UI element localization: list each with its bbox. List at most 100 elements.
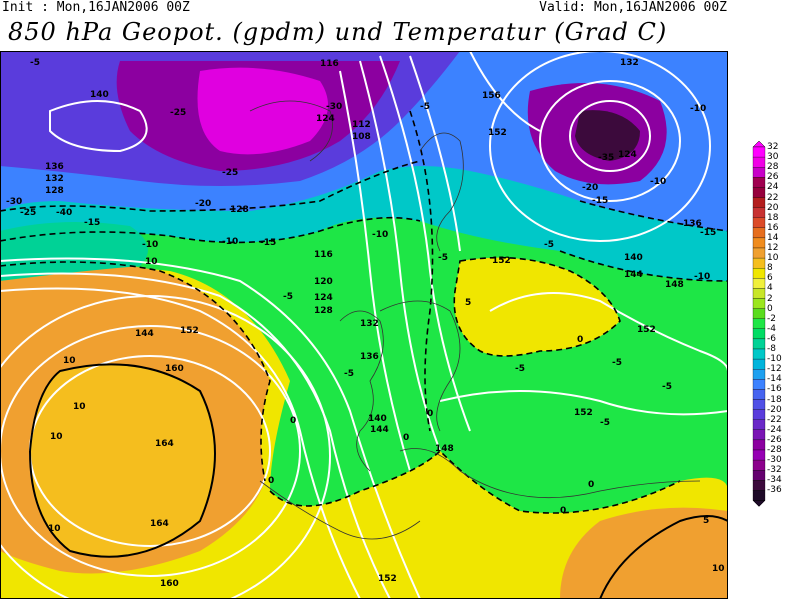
contour-labels: 140 136 132 128 144 164 164 160 160 152 … <box>6 58 725 589</box>
coastline <box>419 132 464 252</box>
geopotential-contour <box>0 325 301 577</box>
colorbar-swatch <box>752 217 766 228</box>
colorbar-swatch <box>752 187 766 198</box>
coastline <box>249 100 333 162</box>
geopotential-label: 148 <box>435 444 454 454</box>
colorbar-swatch <box>752 338 766 350</box>
colorbar-label: 14 <box>767 232 779 243</box>
colorbar-label: 24 <box>767 182 779 193</box>
colorbar-swatch <box>752 439 766 451</box>
colorbar-label: 12 <box>767 243 779 253</box>
temperature-label: -40 <box>56 208 72 218</box>
colorbar-label: 22 <box>767 192 779 203</box>
temperature-label: 10 <box>50 432 63 442</box>
temperature-contour <box>269 449 681 514</box>
temperature-label: 0 <box>588 480 594 490</box>
colorbar-label: -14 <box>767 374 782 385</box>
geopotential-label: 120 <box>314 277 333 287</box>
temp-field-magenta-core <box>197 67 328 155</box>
geopotential-label: 140 <box>368 414 387 424</box>
geopotential-label: 136 <box>45 162 64 172</box>
geopotential-contour <box>0 257 421 599</box>
temperature-contour <box>599 515 728 599</box>
colorbar-swatch <box>752 369 766 380</box>
colorbar-swatch <box>752 257 766 269</box>
temperature-label: -15 <box>84 218 100 228</box>
colorbar-label: -22 <box>767 414 782 425</box>
temp-field-darkpurple-low <box>575 110 640 161</box>
temperature-label: -5 <box>283 292 293 302</box>
colorbar-swatch <box>752 268 766 279</box>
coastline <box>339 310 384 472</box>
geopotential-label: 144 <box>135 329 154 339</box>
init-time-label: Init : Mon,16JAN2006 00Z <box>2 0 190 15</box>
geopotential-label: 156 <box>482 91 501 101</box>
colorbar-swatch <box>752 389 766 400</box>
temperature-label: -5 <box>420 102 430 112</box>
colorbar-label: -20 <box>767 404 782 415</box>
temperature-label: -10 <box>650 177 666 187</box>
temp-field-green-atlantic <box>0 222 148 281</box>
coastlines <box>249 100 701 540</box>
colorbar-label: 8 <box>767 263 773 274</box>
temperature-contour <box>559 250 728 282</box>
colorbar-swatch <box>752 197 766 208</box>
temperature-label: -20 <box>195 199 211 209</box>
geopotential-label: 140 <box>90 90 109 100</box>
temperature-contour <box>0 160 421 212</box>
temperature-label: 5 <box>465 298 471 308</box>
geopotential-label: 136 <box>360 352 379 362</box>
temp-field-yellow-central <box>454 257 620 356</box>
temperature-label: 0 <box>427 409 433 419</box>
colorbar-label: -6 <box>767 333 776 344</box>
temperature-label: 0 <box>577 335 583 345</box>
geopotential-label: 128 <box>45 186 64 196</box>
map-canvas: 140 136 132 128 144 164 164 160 160 152 … <box>0 51 728 599</box>
colorbar-swatch <box>752 429 766 441</box>
geopotential-contour <box>489 292 728 372</box>
colorbar-swatch <box>752 409 766 420</box>
temperature-label: -15 <box>700 228 716 238</box>
geopotential-contour <box>539 80 681 202</box>
temperature-label: -5 <box>662 382 672 392</box>
temperature-label: 10 <box>145 257 158 267</box>
temperature-contours-solid <box>29 363 728 599</box>
temperature-colorbar: 32 30 28 26 24 22 20 18 16 14 12 10 8 6 4 2 0 -2 -4 -6 -8 -10… <box>752 141 788 513</box>
colorbar-swatch <box>752 227 766 239</box>
temperature-contour <box>579 200 728 232</box>
colorbar-swatch <box>752 177 766 188</box>
temperature-label: -15 <box>260 238 276 248</box>
coastline <box>259 480 421 540</box>
colorbar-label: -8 <box>767 344 776 354</box>
colorbar-swatch <box>752 298 766 309</box>
geopotential-label: 152 <box>378 574 397 584</box>
temperature-label: -35 <box>598 153 614 163</box>
colorbar-swatch <box>752 348 766 360</box>
temperature-label: -25 <box>222 168 238 178</box>
geopotential-label: 152 <box>637 325 656 335</box>
temperature-label: -10 <box>372 230 388 240</box>
temperature-label: -5 <box>544 240 554 250</box>
geopotential-contour <box>439 390 728 416</box>
colorbar-swatch <box>752 419 766 430</box>
geopotential-label: 128 <box>314 306 333 316</box>
colorbar-swatch <box>752 146 766 158</box>
geopotential-label: 140 <box>624 253 643 263</box>
colorbar-label: -30 <box>767 455 782 466</box>
temperature-label: 10 <box>73 402 86 412</box>
geopotential-contours <box>0 51 728 599</box>
geopotential-label: 124 <box>316 114 335 124</box>
temperature-label: -5 <box>515 364 525 374</box>
temperature-label: -30 <box>326 102 342 112</box>
colorbar-label: 16 <box>767 222 779 233</box>
temp-field-orange-southeast <box>560 507 728 599</box>
geopotential-contour <box>409 55 461 252</box>
colorbar-swatch <box>752 237 766 249</box>
colorbar-swatch <box>752 207 766 218</box>
geopotential-label: 152 <box>488 128 507 138</box>
colorbar-swatch <box>752 308 766 319</box>
colorbar-label: -26 <box>767 434 782 445</box>
temperature-label: -10 <box>690 104 706 114</box>
temperature-label: 0 <box>560 506 566 516</box>
colorbar-swatch <box>752 247 766 259</box>
